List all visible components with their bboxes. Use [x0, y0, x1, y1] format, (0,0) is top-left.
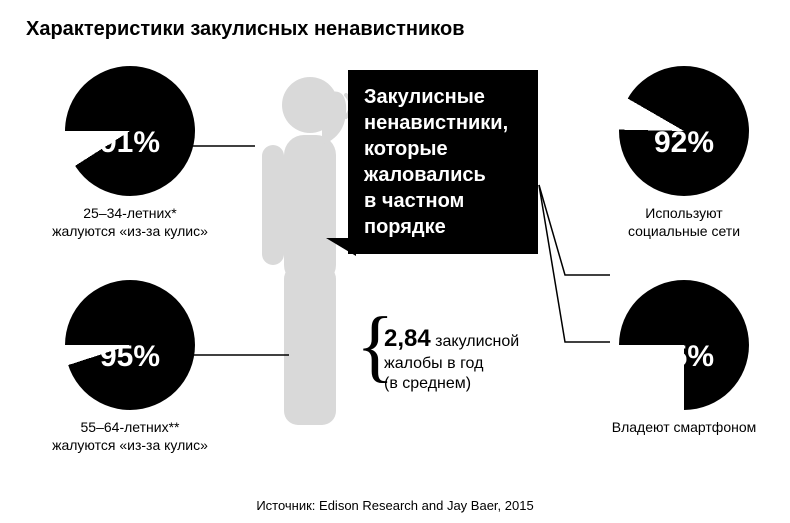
pie-tl-cap1: 25–34-летних*: [83, 205, 177, 221]
speech-l4: жаловались: [364, 164, 486, 186]
pie-tl: 91% 25–34-летних* жалуются «из-за кулис»: [40, 66, 220, 240]
connector-br: [539, 185, 610, 342]
source-text: Источник: Edison Research and Jay Baer, …: [0, 498, 790, 513]
pie-tl-label: 91%: [65, 126, 195, 160]
speech-box: Закулисные ненавистники, которые жаловал…: [348, 70, 538, 254]
pie-br-label: 75%: [619, 340, 749, 374]
pie-tr-cap2: социальные сети: [628, 223, 740, 239]
speech-l3: которые: [364, 138, 448, 160]
pie-bl-cap1: 55–64-летних**: [81, 419, 180, 435]
avg-block: 2,84 закулисной жалобы в год (в среднем): [384, 324, 519, 394]
page-title: Характеристики закулисных ненавистников: [26, 18, 465, 41]
connector-tr: [539, 185, 610, 275]
speech-tail-icon: [326, 238, 356, 256]
speech-l2: ненавистники,: [364, 112, 508, 134]
speech-l1: Закулисные: [364, 86, 485, 108]
pie-tr-cap1: Используют: [645, 205, 722, 221]
pie-tl-cap2: жалуются «из-за кулис»: [52, 223, 208, 239]
pie-bl: 95% 55–64-летних** жалуются «из-за кулис…: [40, 280, 220, 454]
pie-bl-cap2: жалуются «из-за кулис»: [52, 437, 208, 453]
avg-rest2: жалобы в год: [384, 355, 483, 372]
pie-br-cap1: Владеют смартфоном: [612, 419, 757, 435]
avg-num: 2,84: [384, 325, 431, 352]
speech-l5: в частном: [364, 190, 464, 212]
pie-tr: 92% Используют социальные сети: [604, 66, 764, 240]
pie-tr-label: 92%: [619, 126, 749, 160]
pie-bl-label: 95%: [65, 340, 195, 374]
pie-br: 75% Владеют смартфоном: [604, 280, 764, 436]
avg-rest3: (в среднем): [384, 375, 471, 392]
avg-rest1: закулисной: [431, 333, 519, 350]
speech-l6: порядке: [364, 216, 446, 238]
